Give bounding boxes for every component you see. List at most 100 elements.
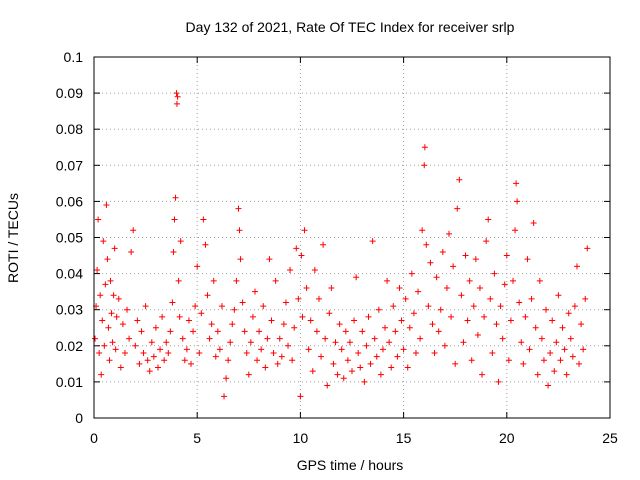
data-point [96,350,103,357]
data-point [485,216,492,223]
y-tick-label: 0.07 [56,157,83,173]
data-point [512,227,519,234]
data-point [534,371,541,378]
data-point [233,277,240,284]
data-point [547,350,554,357]
data-point [249,313,256,320]
data-point [551,368,558,375]
data-point [470,303,477,310]
data-point [258,346,265,353]
data-point [297,393,304,400]
data-point [580,346,587,353]
data-point [264,335,271,342]
data-point [146,368,153,375]
x-tick-label: 15 [396,430,412,446]
data-point [328,285,335,292]
data-point [532,324,539,331]
data-point [573,263,580,270]
data-point [163,339,170,346]
data-point [245,371,252,378]
data-point [169,299,176,306]
data-point [501,281,508,288]
data-point [322,335,329,342]
y-tick-label: 0.02 [56,338,83,354]
data-point [157,346,164,353]
data-point [419,227,426,234]
grid-lines [94,57,610,418]
data-point [365,313,372,320]
data-point [582,295,589,302]
data-point [272,277,279,284]
data-point [225,357,232,364]
data-point [159,313,166,320]
data-point [400,346,407,353]
data-point [214,328,221,335]
data-point [92,335,99,342]
data-point [441,342,448,349]
data-point [536,277,543,284]
data-point [522,313,529,320]
y-tick-label: 0.08 [56,121,83,137]
data-point [108,310,115,317]
data-point [361,378,368,385]
data-point [98,371,105,378]
data-point [499,335,506,342]
data-point [254,357,261,364]
data-point [103,202,110,209]
data-point [443,285,450,292]
data-point [190,328,197,335]
data-point [119,321,126,328]
data-point [204,292,211,299]
data-point [111,245,118,252]
data-point [423,241,430,248]
data-point [128,248,135,255]
data-point [513,180,520,187]
data-point [212,353,219,360]
data-point [553,339,560,346]
data-point [452,360,459,367]
data-point [99,317,106,324]
data-point [221,393,228,400]
data-point [392,328,399,335]
data-point [274,360,281,367]
data-point [466,277,473,284]
data-point [298,252,305,259]
data-point [124,306,131,313]
data-point [497,303,504,310]
data-point [437,306,444,313]
data-point [167,328,174,335]
data-point [315,295,322,302]
data-point [493,321,500,328]
data-point [198,310,205,317]
data-point [540,357,547,364]
data-point [256,328,263,335]
data-point [412,350,419,357]
data-point [130,227,137,234]
data-point [561,346,568,353]
data-point [584,245,591,252]
data-point [569,353,576,360]
data-point [320,241,327,248]
data-point [415,288,422,295]
data-point [318,353,325,360]
x-axis-label: GPS time / hours [297,457,404,473]
data-point [104,256,111,263]
data-point [276,335,283,342]
data-point [425,303,432,310]
data-point [239,299,246,306]
data-point [520,360,527,367]
data-point [231,306,238,313]
data-point [462,252,469,259]
data-point [210,277,217,284]
data-point [464,317,471,324]
data-point [121,350,128,357]
data-point [251,288,258,295]
data-point [346,339,353,346]
data-point [117,364,124,371]
data-point [208,321,215,328]
x-tick-label: 25 [602,430,618,446]
data-point [97,292,104,299]
data-point [101,342,108,349]
data-point [334,371,341,378]
